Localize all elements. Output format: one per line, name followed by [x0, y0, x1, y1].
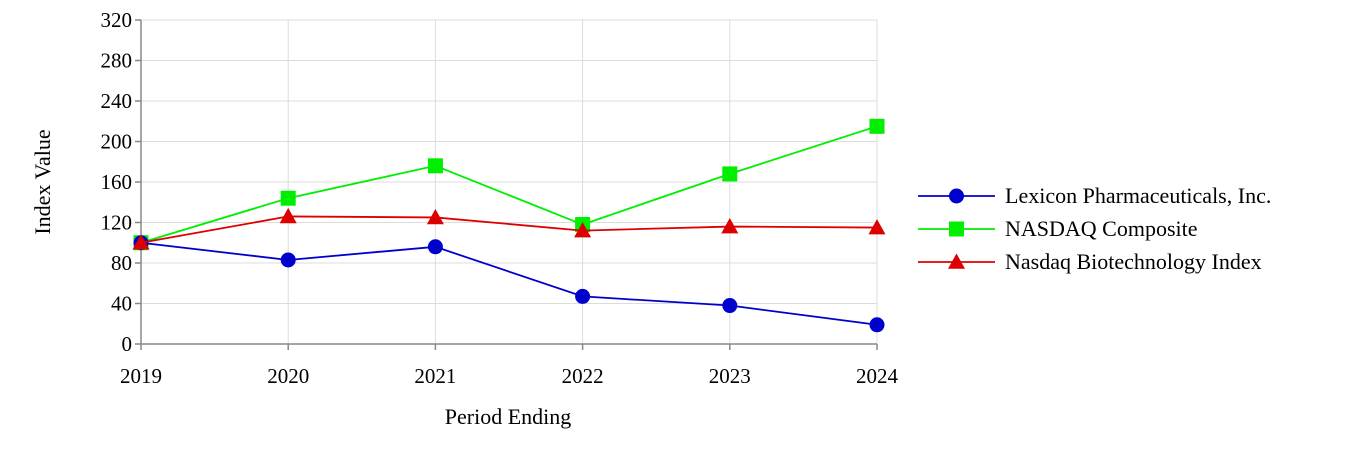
data-point	[279, 207, 297, 224]
legend-label: Lexicon Pharmaceuticals, Inc.	[1005, 183, 1271, 208]
x-tick-label: 2020	[267, 364, 309, 388]
data-point	[868, 219, 886, 235]
y-tick-label: 40	[111, 292, 132, 316]
series-triangle	[132, 207, 886, 250]
legend-label: NASDAQ Composite	[1005, 216, 1198, 241]
series-line	[140, 215, 878, 244]
series-line	[140, 241, 878, 326]
data-point	[574, 222, 592, 238]
y-tick-label: 320	[101, 8, 133, 32]
y-axis-title: Index Value	[30, 129, 55, 234]
y-tick-label: 120	[101, 211, 133, 235]
y-tick-label: 160	[101, 170, 133, 194]
data-point	[280, 190, 296, 206]
y-tick-label: 240	[101, 89, 133, 113]
x-tick-label: 2024	[856, 364, 899, 388]
legend-item: NASDAQ Composite	[918, 216, 1198, 241]
y-tick-label: 280	[101, 49, 133, 73]
legend-item: Lexicon Pharmaceuticals, Inc.	[918, 183, 1271, 208]
legend: Lexicon Pharmaceuticals, Inc. NASDAQ Comp…	[918, 183, 1271, 274]
data-point	[869, 317, 885, 333]
legend-marker	[949, 221, 964, 237]
data-point	[132, 234, 150, 250]
legend-item: Nasdaq Biotechnology Index	[918, 249, 1262, 274]
grid	[141, 19, 878, 344]
series-square	[133, 118, 885, 251]
y-tick-label: 200	[101, 130, 133, 154]
legend-label: Nasdaq Biotechnology Index	[1005, 249, 1262, 274]
data-point	[426, 208, 444, 225]
legend-marker	[948, 253, 965, 269]
y-tick-label: 0	[122, 332, 133, 356]
axes	[135, 19, 878, 350]
x-axis-title: Period Ending	[445, 404, 572, 429]
series-group	[132, 118, 886, 333]
data-point	[280, 252, 296, 268]
y-tick-label: 80	[111, 251, 132, 275]
series-circle	[133, 235, 885, 333]
x-tick-label: 2022	[562, 364, 604, 388]
legend-marker	[949, 188, 964, 204]
x-tick-label: 2021	[414, 364, 456, 388]
series-line	[140, 125, 878, 244]
x-tick-label: 2019	[120, 364, 162, 388]
data-point	[427, 158, 443, 174]
data-point	[869, 118, 885, 134]
data-point	[721, 218, 739, 234]
x-tick-label: 2023	[709, 364, 751, 388]
data-point	[427, 239, 443, 255]
data-point	[722, 298, 738, 314]
data-point	[722, 166, 738, 182]
tick-labels: 0 40 80 120 160 200 240 280 320 2019 2020 2021 2022 2…	[101, 8, 899, 388]
data-point	[575, 288, 591, 304]
